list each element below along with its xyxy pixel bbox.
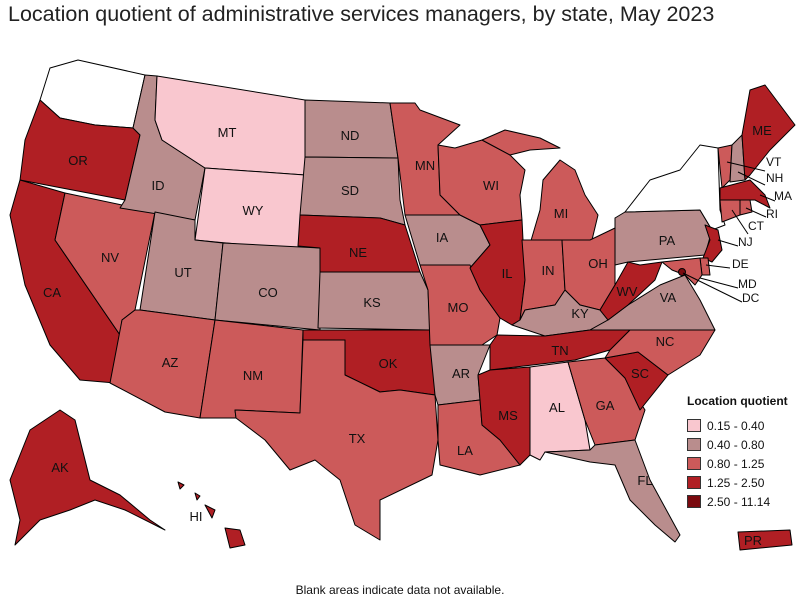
legend: Location quotient 0.15 - 0.40 0.40 - 0.8… bbox=[687, 394, 797, 511]
legend-item: 0.15 - 0.40 bbox=[687, 416, 797, 435]
label-az: AZ bbox=[162, 355, 179, 370]
label-ia: IA bbox=[436, 230, 449, 245]
label-tn: TN bbox=[551, 343, 568, 358]
label-mt: MT bbox=[218, 125, 237, 140]
leader-lines bbox=[682, 161, 776, 303]
state-ny[interactable] bbox=[624, 144, 726, 231]
label-ut: UT bbox=[174, 265, 191, 280]
label-nd: ND bbox=[341, 128, 360, 143]
legend-label: 0.40 - 0.80 bbox=[707, 437, 765, 452]
label-oh: OH bbox=[588, 256, 608, 271]
label-ma: MA bbox=[774, 189, 792, 203]
label-pr: PR bbox=[744, 533, 762, 548]
legend-label: 2.50 - 11.14 bbox=[707, 494, 771, 509]
label-mo: MO bbox=[448, 300, 469, 315]
legend-label: 1.25 - 2.50 bbox=[707, 475, 765, 490]
label-mi: MI bbox=[554, 206, 568, 221]
label-fl: FL bbox=[637, 473, 652, 488]
label-ar: AR bbox=[452, 366, 470, 381]
label-mn: MN bbox=[415, 158, 435, 173]
label-wi: WI bbox=[483, 178, 499, 193]
legend-swatch bbox=[687, 476, 701, 489]
state-ri[interactable] bbox=[739, 199, 753, 216]
label-ga: GA bbox=[596, 398, 615, 413]
state-ak[interactable] bbox=[9, 409, 166, 546]
label-nm: NM bbox=[243, 368, 263, 383]
legend-swatch bbox=[687, 419, 701, 432]
label-vt: VT bbox=[766, 155, 782, 169]
label-ak: AK bbox=[51, 460, 69, 475]
label-ri: RI bbox=[766, 207, 778, 221]
label-la: LA bbox=[457, 443, 473, 458]
label-ne: NE bbox=[349, 245, 367, 260]
legend-title: Location quotient bbox=[687, 394, 788, 408]
legend-swatch bbox=[687, 495, 701, 508]
state-pr[interactable] bbox=[737, 529, 793, 551]
label-md: MD bbox=[738, 277, 757, 291]
label-in: IN bbox=[542, 263, 555, 278]
map-title: Location quotient of administrative serv… bbox=[8, 2, 715, 26]
label-wv: WV bbox=[617, 284, 638, 299]
label-sc: SC bbox=[631, 366, 649, 381]
state-fl[interactable] bbox=[544, 439, 681, 543]
label-al: AL bbox=[549, 400, 565, 415]
label-or: OR bbox=[68, 153, 88, 168]
label-il: IL bbox=[502, 266, 513, 281]
label-ms: MS bbox=[498, 408, 518, 423]
state-tx[interactable] bbox=[234, 339, 439, 541]
state-hi[interactable] bbox=[177, 481, 246, 549]
label-nc: NC bbox=[656, 334, 675, 349]
label-pa: PA bbox=[659, 233, 676, 248]
legend-item: 1.25 - 2.50 bbox=[687, 473, 797, 492]
legend-swatch bbox=[687, 457, 701, 470]
label-nh: NH bbox=[766, 171, 783, 185]
state-mi[interactable] bbox=[481, 129, 599, 245]
label-nj: NJ bbox=[738, 235, 753, 249]
label-me: ME bbox=[752, 123, 772, 138]
state-nj[interactable] bbox=[702, 224, 723, 263]
legend-item: 0.80 - 1.25 bbox=[687, 454, 797, 473]
footnote: Blank areas indicate data not available. bbox=[295, 583, 505, 597]
label-dc: DC bbox=[742, 291, 760, 305]
label-hi: HI bbox=[190, 509, 203, 524]
label-sd: SD bbox=[341, 183, 359, 198]
label-nv: NV bbox=[101, 250, 119, 265]
state-me[interactable] bbox=[741, 84, 796, 181]
label-ok: OK bbox=[379, 356, 398, 371]
state-labels: OR CA NV ID MT WY UT AZ CO NM ND SD NE K… bbox=[43, 123, 792, 548]
label-ct: CT bbox=[748, 219, 765, 233]
legend-label: 0.15 - 0.40 bbox=[707, 418, 765, 433]
state-ct[interactable] bbox=[719, 199, 741, 223]
legend-item: 2.50 - 11.14 bbox=[687, 492, 797, 511]
label-tx: TX bbox=[349, 431, 366, 446]
label-ks: KS bbox=[363, 295, 381, 310]
legend-label: 0.80 - 1.25 bbox=[707, 456, 765, 471]
label-id: ID bbox=[152, 178, 165, 193]
label-wy: WY bbox=[243, 203, 264, 218]
label-ky: KY bbox=[571, 306, 589, 321]
label-co: CO bbox=[258, 285, 278, 300]
label-de: DE bbox=[732, 257, 749, 271]
label-va: VA bbox=[660, 290, 677, 305]
state-dc[interactable] bbox=[678, 268, 686, 276]
legend-item: 0.40 - 0.80 bbox=[687, 435, 797, 454]
label-ca: CA bbox=[43, 285, 61, 300]
legend-swatch bbox=[687, 438, 701, 451]
